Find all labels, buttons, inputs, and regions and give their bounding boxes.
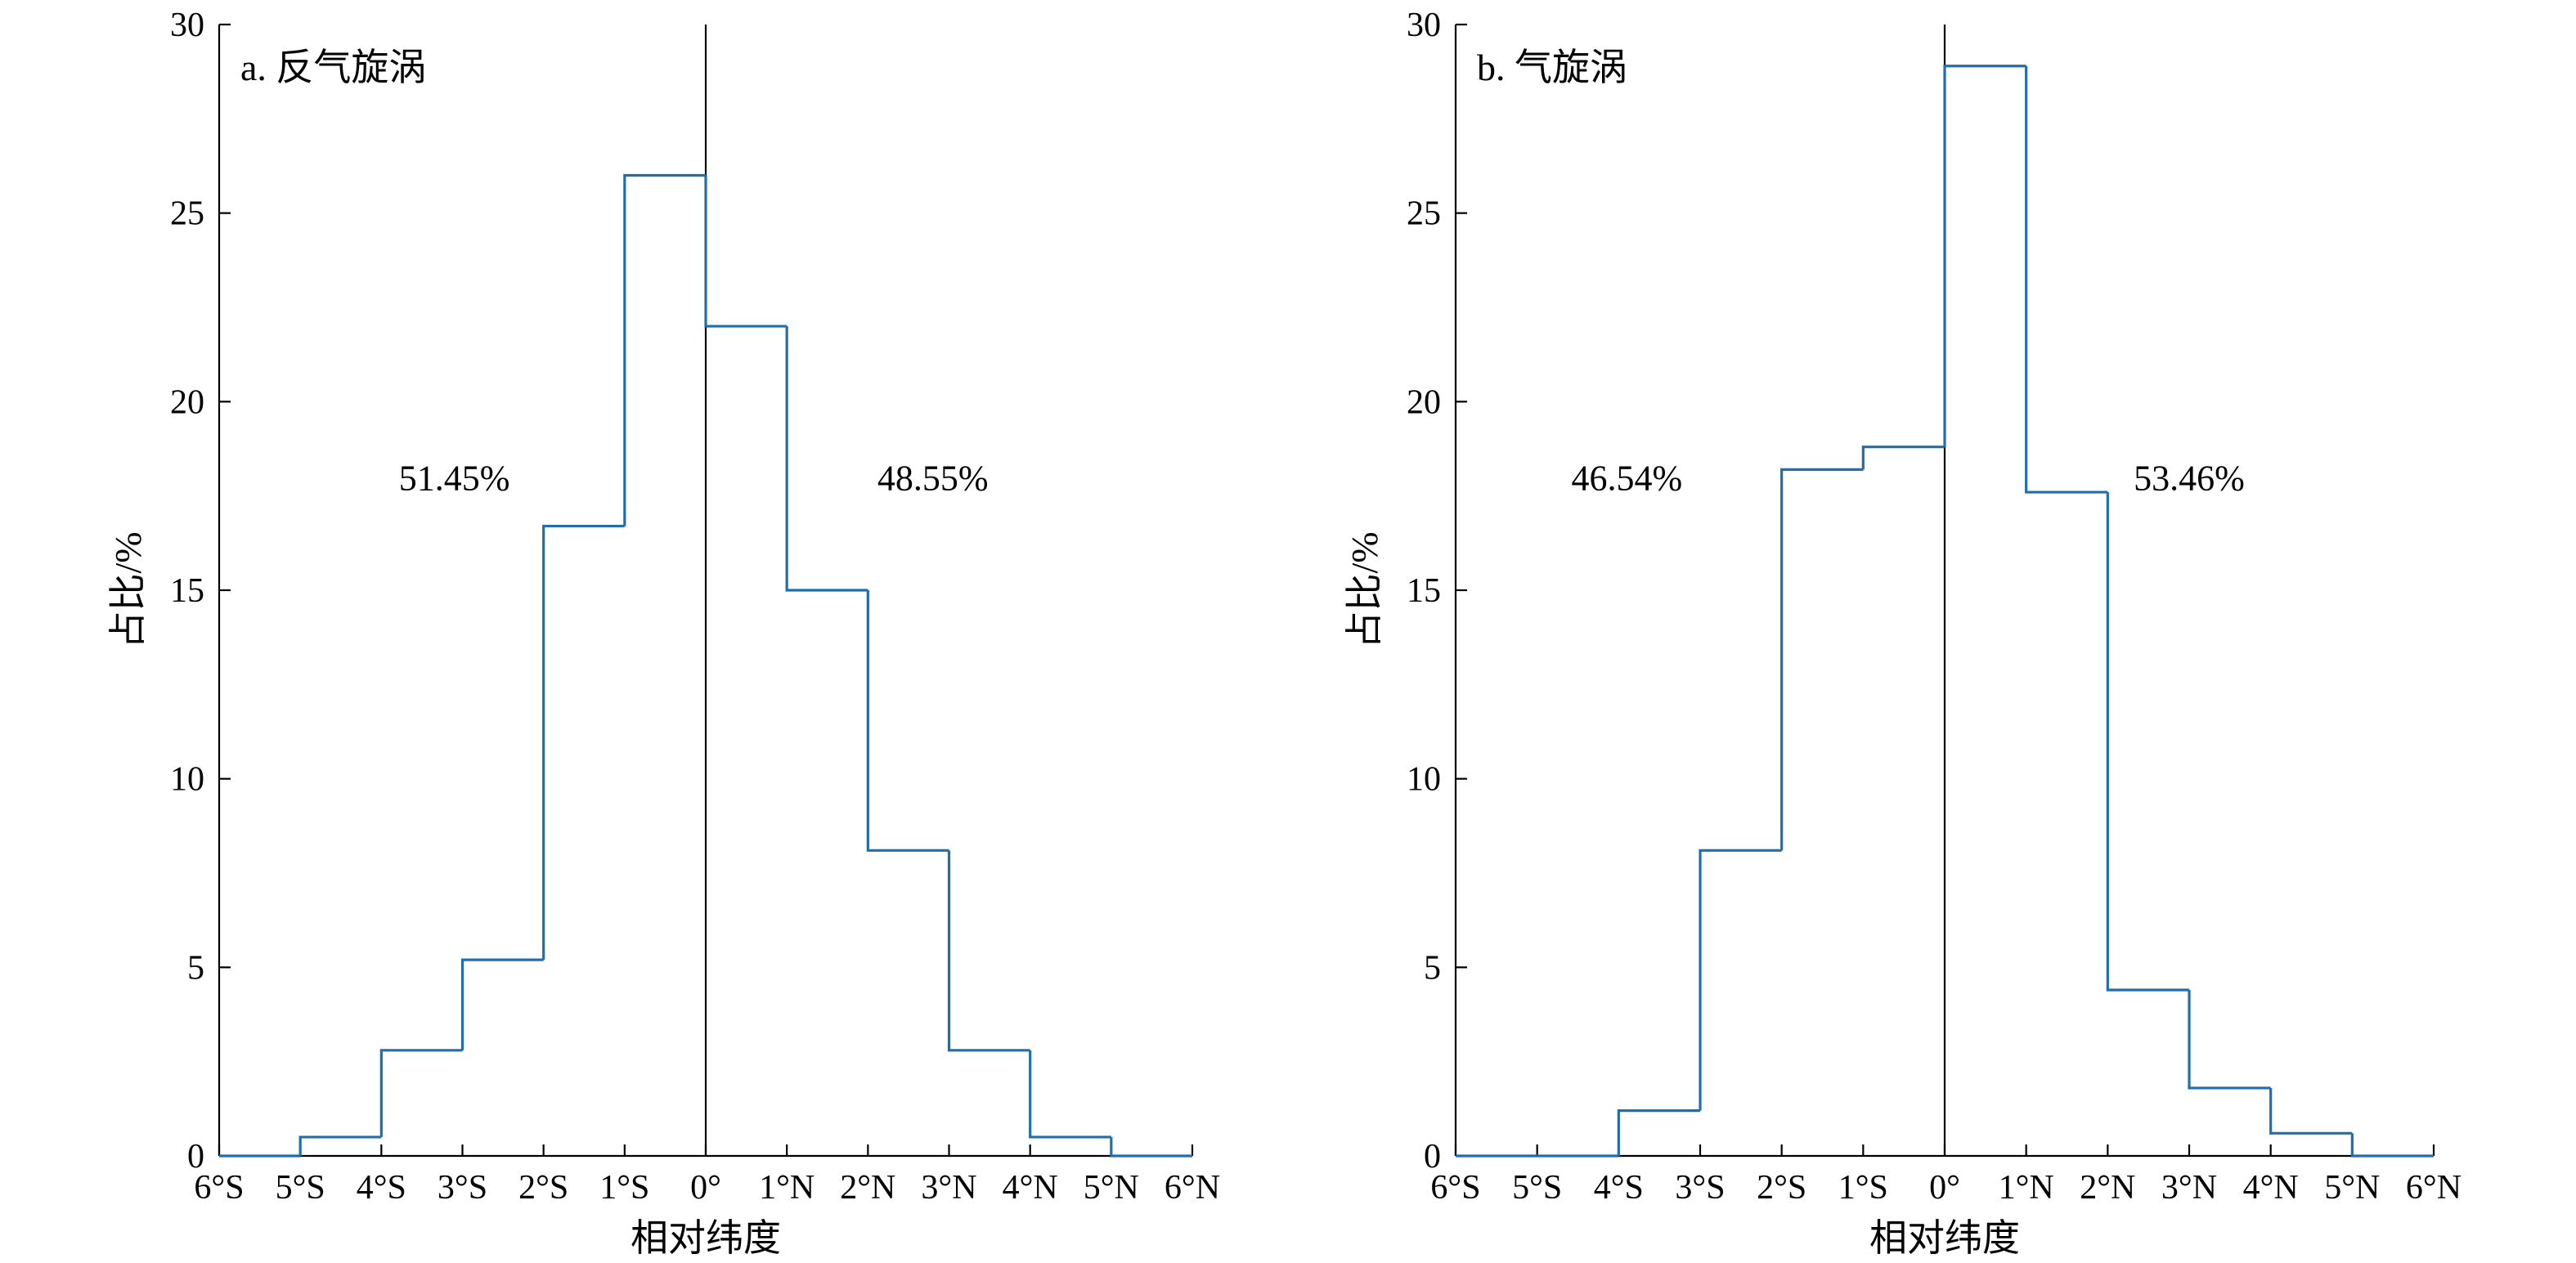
- panel-title: b. 气旋涡: [1477, 47, 1627, 88]
- chart-panel-a: 0 5 10 15 20 25 30 6°S 5°S 4°S 3°S 2°S 1°S 0° 1°N 2°N 3°…: [107, 7, 1220, 1259]
- x-tick-label: 5°N: [1084, 1169, 1139, 1207]
- histogram-bar: [704, 175, 788, 328]
- x-tick-label: 2°S: [1757, 1169, 1806, 1207]
- y-tick-label: 10: [1407, 761, 1441, 799]
- y-tick-label: 10: [170, 761, 204, 799]
- x-tick-label: 1°S: [599, 1169, 649, 1207]
- x-tick-label: 1°S: [1838, 1169, 1888, 1207]
- y-tick-label: 20: [170, 383, 204, 421]
- percentage-annotation: 48.55%: [877, 459, 989, 499]
- x-axis-title: 相对纬度: [631, 1217, 781, 1259]
- x-tick-label: 3°S: [438, 1169, 487, 1207]
- histogram-bar: [2025, 65, 2108, 494]
- x-tick-label: 1°N: [759, 1169, 815, 1207]
- x-tick-label: 3°N: [921, 1169, 976, 1207]
- x-tick-label: 2°S: [518, 1169, 568, 1207]
- x-tick-label: 6°N: [2406, 1169, 2462, 1207]
- y-tick-label: 5: [1424, 949, 1441, 987]
- y-axis-title: 占比/%: [1344, 531, 1385, 648]
- x-tick-label: 4°S: [1594, 1169, 1644, 1207]
- x-tick-label: 1°N: [1999, 1169, 2054, 1207]
- histogram-bar: [623, 173, 706, 526]
- histogram-bar: [1029, 1050, 1111, 1139]
- y-tick-label: 0: [187, 1138, 204, 1176]
- histogram-bar: [2188, 990, 2271, 1090]
- x-tick-label: 4°S: [357, 1169, 406, 1207]
- histogram-bar: [1699, 849, 1782, 1111]
- x-tick-label: 2°N: [840, 1169, 895, 1207]
- histogram-bar: [460, 958, 544, 1050]
- histogram-bar: [2269, 1087, 2353, 1135]
- histogram-bar: [1110, 1136, 1192, 1158]
- x-tick-label: 0°: [690, 1169, 721, 1207]
- y-tick-label: 25: [1407, 195, 1441, 233]
- x-tick-label: 0°: [1929, 1169, 1960, 1207]
- x-tick-label: 5°S: [276, 1169, 325, 1207]
- percentage-annotation: 53.46%: [2134, 459, 2245, 499]
- histogram-bar: [1943, 65, 2026, 447]
- histogram-bar: [785, 326, 868, 592]
- x-axis-title: 相对纬度: [1869, 1217, 2020, 1259]
- panel-title: a. 反气旋涡: [240, 47, 426, 88]
- x-tick-label: 5°S: [1512, 1169, 1562, 1207]
- histogram-bar: [1780, 468, 1864, 851]
- x-tick-label: 2°N: [2080, 1169, 2135, 1207]
- y-axis-title: 占比/%: [107, 531, 149, 648]
- y-tick-label: 5: [187, 949, 204, 987]
- histogram-bar: [866, 590, 949, 852]
- x-tick-label: 6°S: [1430, 1169, 1480, 1207]
- percentage-annotation: 51.45%: [399, 459, 510, 499]
- x-tick-label: 6°S: [194, 1169, 244, 1207]
- percentage-annotation: 46.54%: [1571, 459, 1682, 499]
- chart-panel-b: 0 5 10 15 20 25 30 6°S 5°S 4°S 3°S 2°S 1°S 0° 1°N 2°N 3°…: [1344, 7, 2462, 1259]
- x-tick-label: 3°S: [1675, 1169, 1725, 1207]
- y-tick-label: 30: [170, 7, 204, 44]
- x-tick-label: 3°N: [2161, 1169, 2217, 1207]
- x-tick-label: 5°N: [2324, 1169, 2380, 1207]
- y-tick-label: 25: [170, 195, 204, 233]
- y-tick-label: 0: [1424, 1138, 1441, 1176]
- y-tick-label: 15: [170, 572, 204, 610]
- x-tick-label: 6°N: [1165, 1169, 1220, 1207]
- histogram-bar: [298, 1135, 382, 1156]
- y-tick-label: 15: [1407, 572, 1441, 610]
- histogram-bar: [542, 524, 625, 961]
- x-tick-label: 4°N: [2243, 1169, 2299, 1207]
- histogram-bar: [1861, 446, 1945, 470]
- y-tick-label: 20: [1407, 383, 1441, 421]
- y-tick-label: 30: [1407, 7, 1441, 44]
- histogram-bar: [379, 1049, 463, 1137]
- x-tick-label: 4°N: [1003, 1169, 1058, 1207]
- histogram-bar: [2106, 492, 2189, 992]
- histogram-bar: [947, 850, 1030, 1052]
- histogram-bar: [2350, 1133, 2434, 1158]
- histogram-bar: [1617, 1109, 1700, 1156]
